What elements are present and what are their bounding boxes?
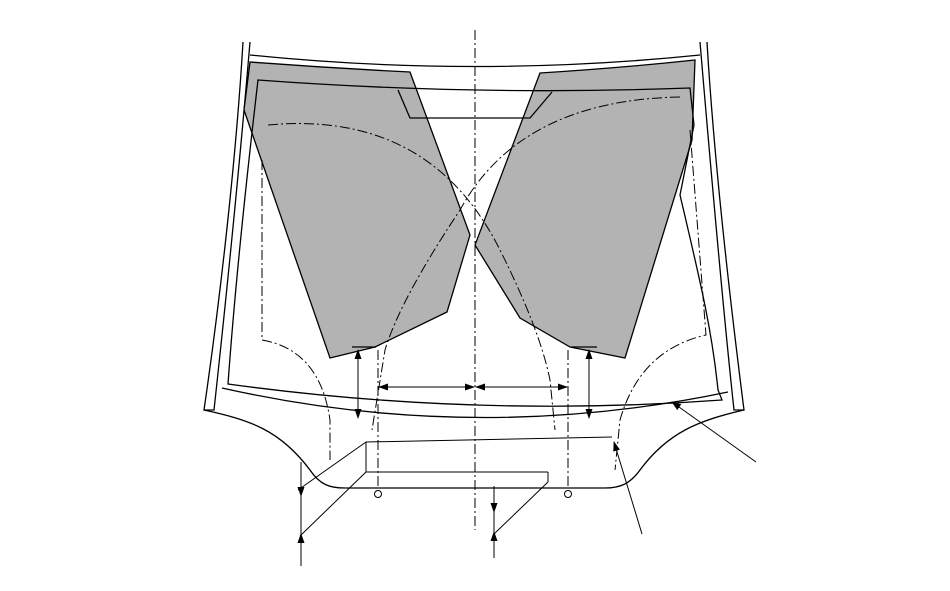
pivot-point-left	[374, 490, 382, 498]
a-pillar-left	[203, 41, 251, 411]
wiper-envelope-left	[261, 160, 331, 460]
wiped-area-left	[243, 61, 471, 359]
wiper-envelope-right	[614, 129, 707, 471]
wiped-area-right	[474, 59, 696, 359]
reference-plane	[297, 436, 613, 537]
leader-line-plane	[613, 441, 643, 535]
glass-inner-outline	[227, 79, 723, 407]
wiper-sweep-right	[371, 96, 681, 431]
mirror-base	[397, 89, 553, 119]
pivot-point-right	[564, 490, 572, 498]
hood-outline	[203, 409, 745, 489]
wiper-sweep-left	[267, 123, 556, 431]
a-pillar-right	[699, 41, 745, 411]
leader-line-cowl	[671, 401, 757, 463]
